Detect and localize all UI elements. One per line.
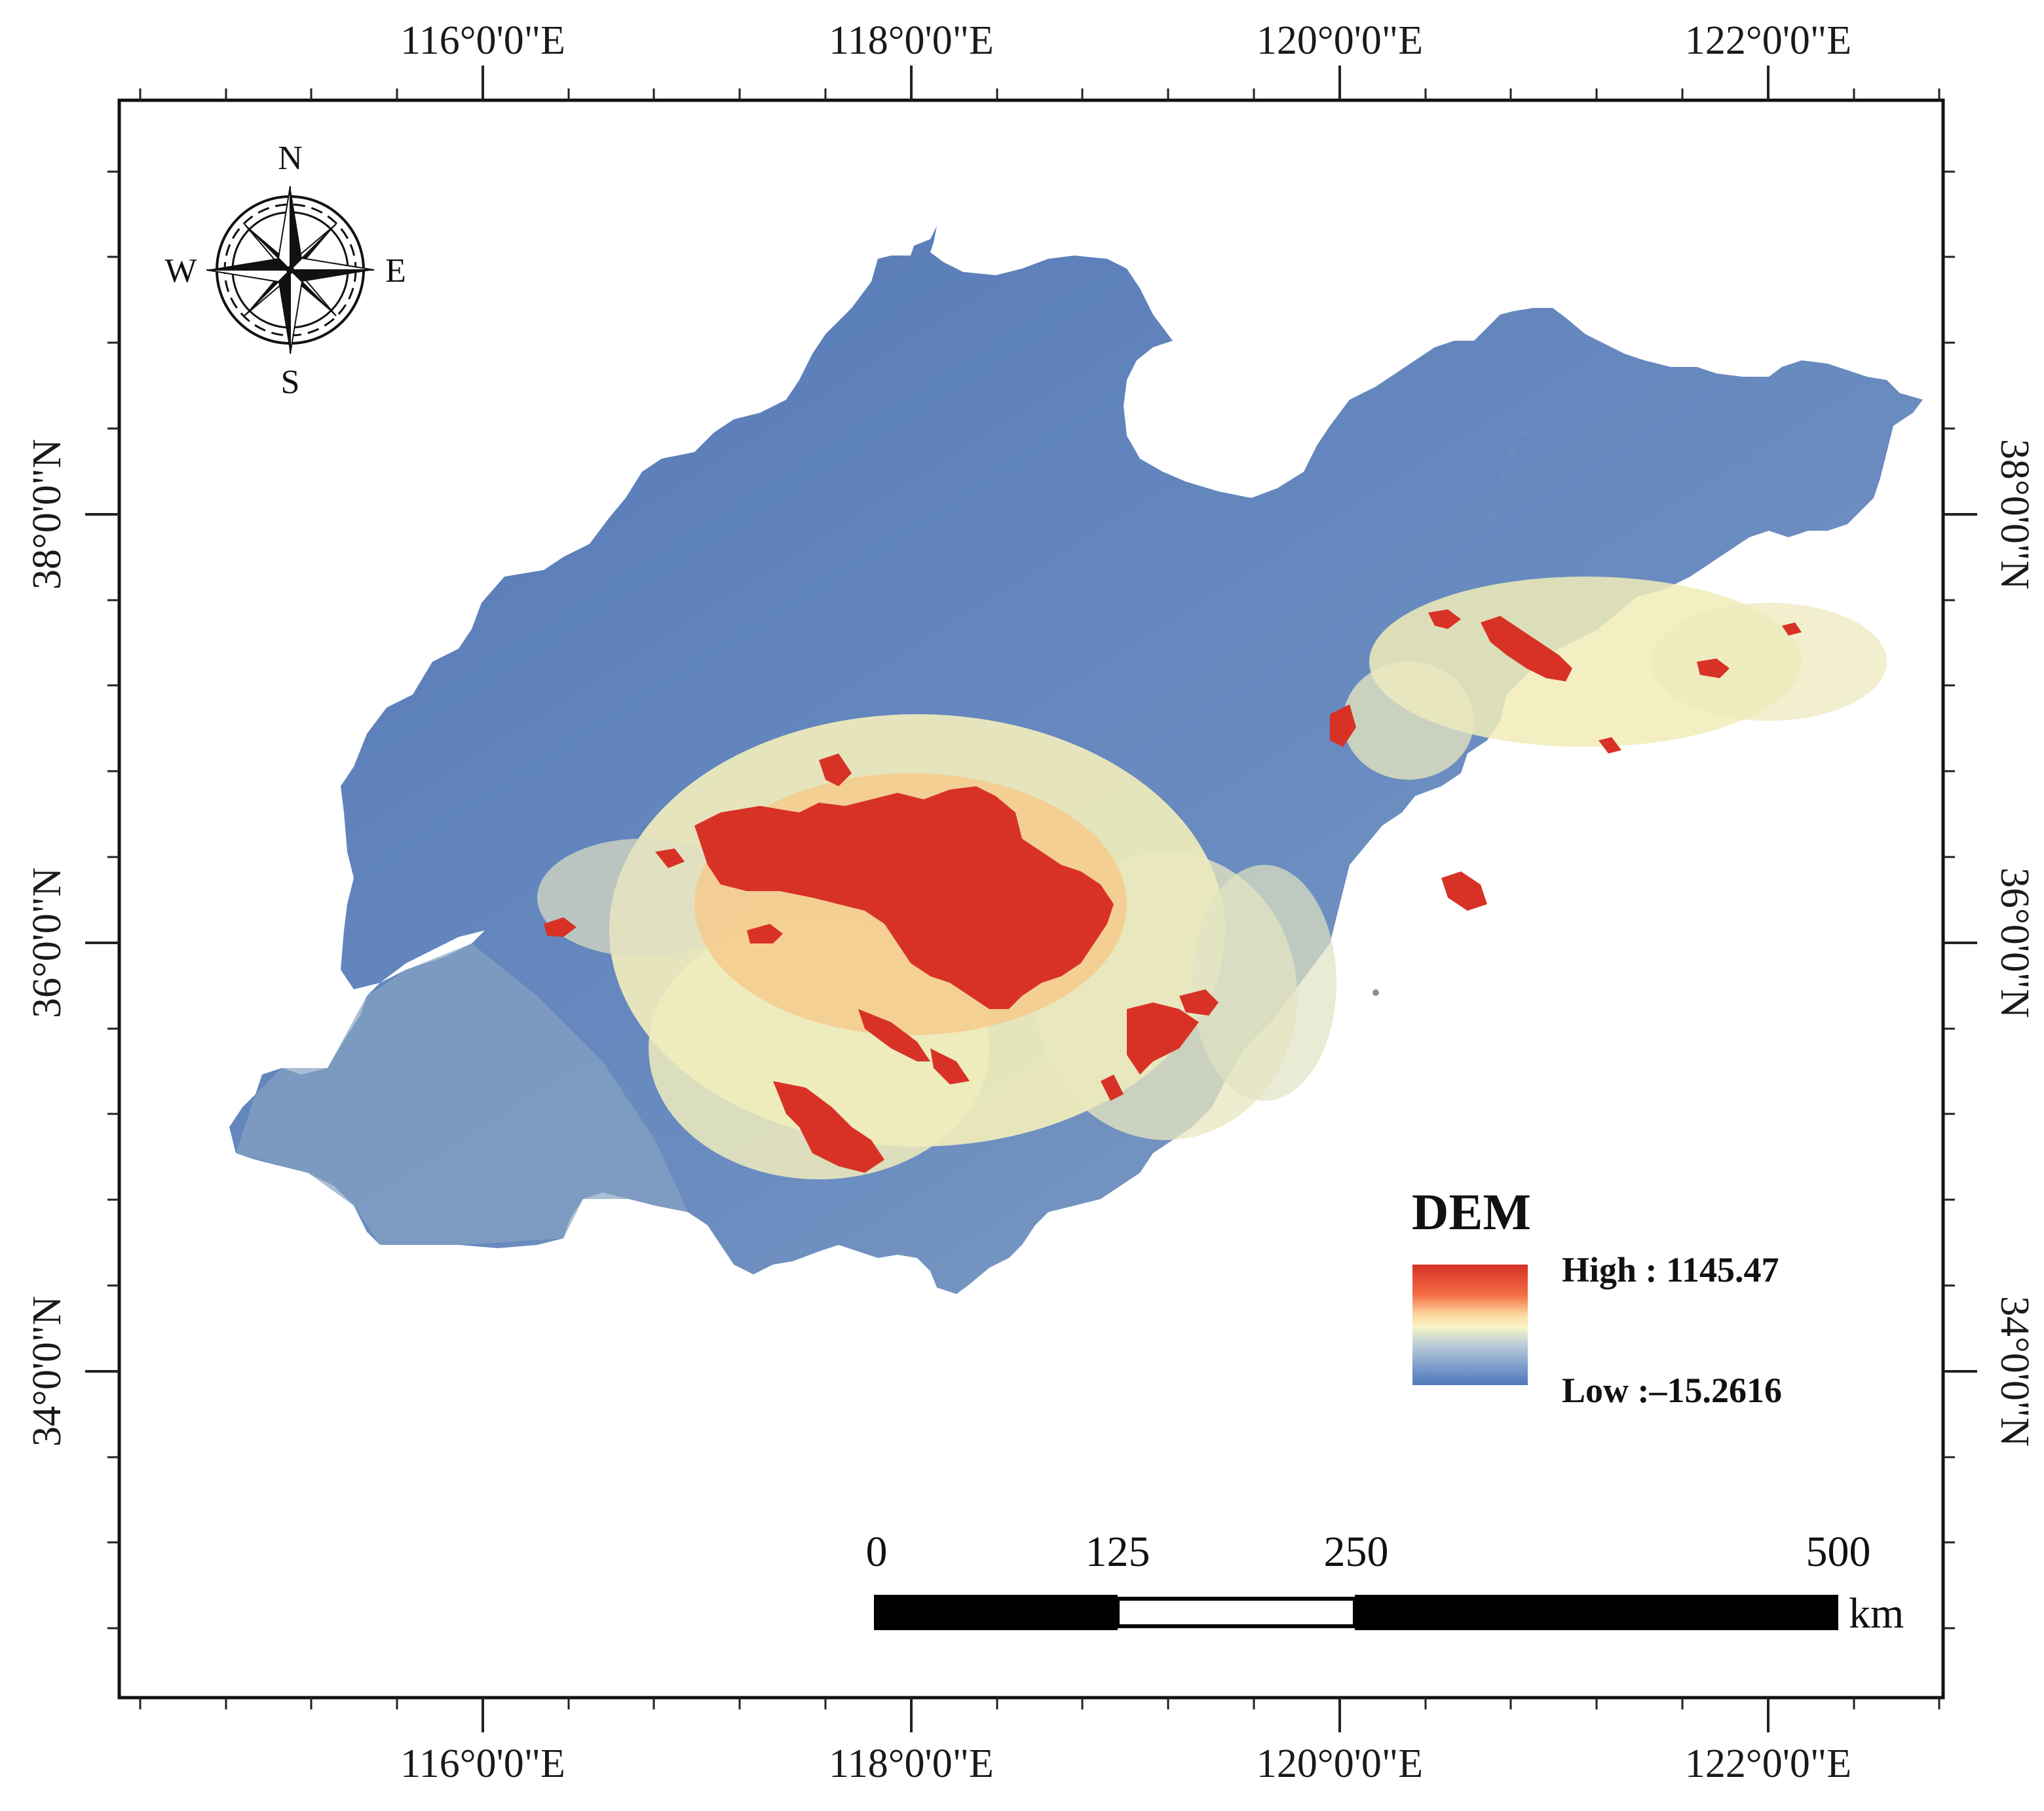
compass-cardinal-points	[206, 185, 375, 354]
left-lat-label-36: 36°0'0"N	[25, 867, 69, 1018]
top-lon-label-116: 116°0'0"E	[400, 18, 565, 63]
right-lat-label-34: 34°0'0"N	[1992, 1296, 2037, 1447]
legend-high-label: High : 1145.47	[1562, 1250, 1779, 1289]
bottom-lon-label-116: 116°0'0"E	[400, 1742, 565, 1786]
top-lon-label-118: 118°0'0"E	[829, 18, 994, 63]
legend-color-ramp	[1412, 1265, 1528, 1385]
dem-raster	[229, 226, 1923, 1294]
right-lat-label-36: 36°0'0"N	[1992, 867, 2037, 1018]
scale-segment-250-500	[1355, 1595, 1838, 1630]
scale-tick-125: 125	[1086, 1528, 1150, 1576]
frame-ticks	[85, 66, 1977, 1732]
north-arrow-compass	[206, 185, 375, 354]
compass-north-label: N	[278, 140, 303, 177]
dem-legend: DEM High : 1145.47 Low :–15.2616	[1412, 1183, 1782, 1410]
taishan-peak-zone	[694, 786, 1114, 1009]
bottom-lon-label-122: 122°0'0"E	[1685, 1742, 1851, 1786]
legend-title: DEM	[1412, 1183, 1531, 1240]
left-lat-label-38: 38°0'0"N	[25, 439, 69, 590]
left-lat-label-34: 34°0'0"N	[25, 1296, 69, 1447]
southwest-plain	[236, 944, 688, 1245]
legend-low-label: Low :–15.2616	[1562, 1371, 1782, 1410]
compass-west-label: W	[164, 252, 197, 290]
scale-bar: 0 125 250 500 km	[866, 1528, 1904, 1637]
scale-tick-0: 0	[866, 1528, 888, 1576]
southern-peak-zone	[773, 1081, 884, 1173]
compass-east-label: E	[385, 252, 406, 290]
bottom-lon-label-120: 120°0'0"E	[1257, 1742, 1423, 1786]
right-lat-label-38: 38°0'0"N	[1992, 439, 2037, 590]
peninsula-peak-zone	[1481, 616, 1572, 681]
scale-unit: km	[1849, 1590, 1904, 1637]
top-lon-label-122: 122°0'0"E	[1685, 18, 1851, 63]
scale-segment-125-250	[1116, 1597, 1357, 1628]
scale-tick-500: 500	[1806, 1528, 1871, 1576]
top-lon-label-120: 120°0'0"E	[1257, 18, 1423, 63]
bottom-lon-label-118: 118°0'0"E	[829, 1742, 994, 1786]
scale-segment-0-125	[874, 1595, 1118, 1630]
scale-tick-250: 250	[1324, 1528, 1389, 1576]
compass-south-label: S	[281, 364, 300, 401]
